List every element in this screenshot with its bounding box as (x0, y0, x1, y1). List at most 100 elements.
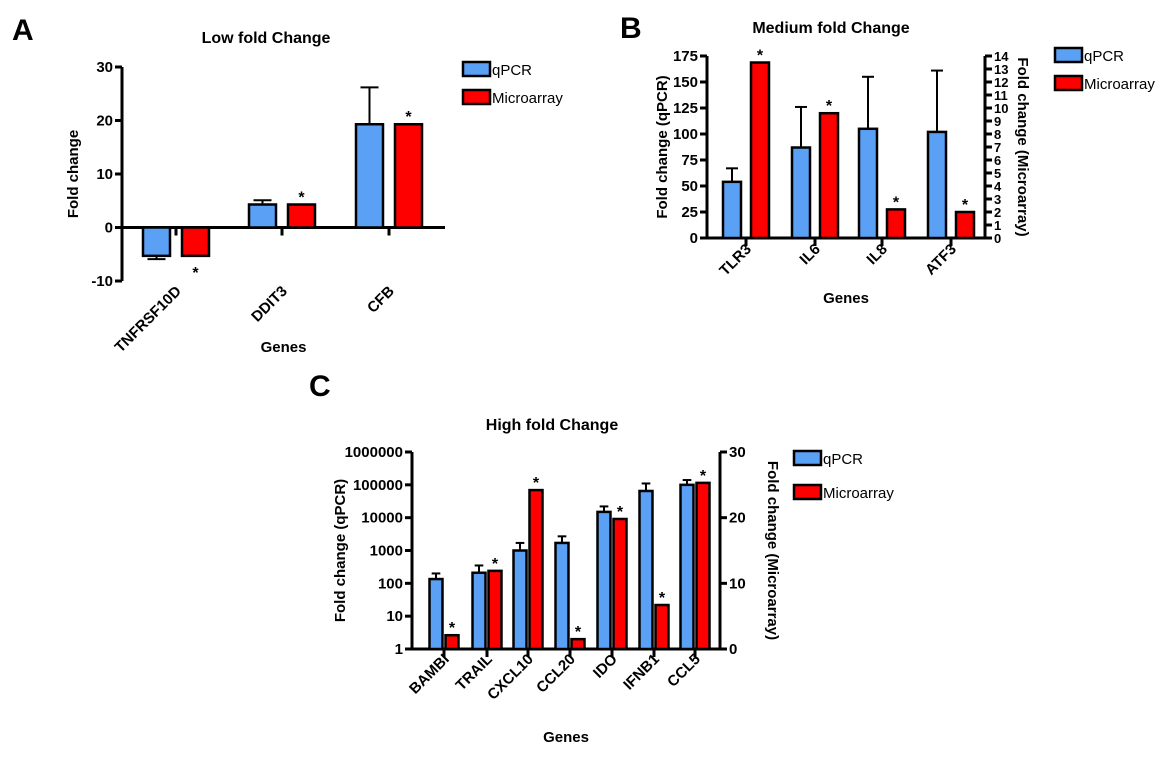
bar-qpcr-atf3 (926, 130, 948, 240)
y-tick-label: 0 (105, 220, 113, 237)
y-tick-label: 175 (673, 48, 698, 65)
bar-microarray-ifnb1 (654, 603, 670, 651)
category-label: TNFRSF10D (112, 283, 185, 356)
bar-microarray-ido (612, 517, 628, 651)
bar-microarray-tlr3 (749, 61, 771, 240)
y-tick-label-right: 30 (729, 444, 746, 461)
y-tick-label-right: 0 (729, 641, 737, 658)
y-tick-label: 100 (378, 575, 403, 592)
bar-microarray-tnfrsf10d (180, 226, 211, 258)
significance-star: * (405, 109, 412, 126)
bar-microarray-cxcl10 (528, 488, 544, 651)
x-axis-label: Genes (261, 339, 307, 356)
bar-qpcr-cxcl10 (512, 549, 528, 651)
y-tick-label: 10 (386, 608, 403, 625)
legend-swatch-qpcr (1053, 46, 1084, 64)
y-tick-label-right: 2 (994, 205, 1001, 220)
bar-qpcr-ccl20 (554, 541, 570, 651)
category-label: CCL20 (533, 651, 579, 697)
y-tick-label-right: 9 (994, 114, 1001, 129)
bar-microarray-ccl20 (570, 637, 586, 651)
significance-star: * (192, 265, 199, 282)
y-tick-label-right: 11 (994, 88, 1008, 103)
y-tick-label-right: 20 (729, 510, 746, 527)
x-axis-label: Genes (543, 729, 589, 746)
y-tick-label: 30 (96, 59, 113, 76)
category-label: IFNB1 (620, 651, 663, 694)
y-tick-label-right: 12 (994, 75, 1008, 90)
bar-qpcr-cfb (354, 122, 385, 229)
panel-b: B Medium fold Change025507510012515017501… (620, 12, 1155, 307)
category-label: DDIT3 (248, 283, 291, 326)
significance-star: * (533, 475, 540, 492)
y-axis-label-right: Fold change (Microarray) (764, 461, 781, 640)
category-label: IL8 (863, 241, 890, 268)
category-label: IDO (590, 651, 621, 682)
y-axis-label-right: Fold change (Microarray) (1014, 57, 1031, 236)
y-tick-label-right: 1 (994, 218, 1001, 233)
bar-microarray-ccl5 (695, 481, 711, 651)
bar-qpcr-il8 (857, 127, 879, 240)
y-tick-label-right: 6 (994, 153, 1001, 168)
legend-swatch-microarray (1053, 74, 1084, 92)
significance-star: * (893, 194, 900, 211)
legend-swatch-qpcr (461, 60, 492, 78)
bar-qpcr-ifnb1 (638, 489, 654, 651)
y-tick-label-right: 0 (994, 231, 1001, 246)
bar-microarray-ddit3 (286, 203, 317, 229)
bar-qpcr-ddit3 (247, 203, 278, 229)
y-tick-label: 75 (681, 152, 698, 169)
bar-qpcr-tlr3 (721, 180, 743, 240)
bar-microarray-trail (487, 569, 503, 651)
legend-label-qpcr: qPCR (1084, 48, 1124, 65)
y-tick-label-right: 3 (994, 192, 1001, 207)
legend-label-microarray: Microarray (492, 90, 563, 107)
y-tick-label: 50 (681, 178, 698, 195)
bar-qpcr-bambi (428, 577, 444, 651)
y-axis-label: Fold change (qPCR) (654, 75, 671, 218)
y-tick-label: 0 (690, 230, 698, 247)
y-tick-label: 1000 (370, 543, 403, 560)
y-tick-label: 20 (96, 113, 113, 130)
y-tick-label-right: 5 (994, 166, 1001, 181)
panel-a: A Low fold Change -10 0 10 20 30 Fold change Gen… (12, 14, 563, 356)
significance-star: * (826, 98, 833, 115)
category-label: CFB (364, 283, 398, 317)
significance-star: * (962, 197, 969, 214)
category-label: CCL5 (664, 651, 704, 691)
y-tick-label: 100 (673, 126, 698, 143)
y-tick-label-right: 14 (994, 49, 1009, 64)
bar-microarray-cfb (393, 122, 424, 229)
legend-label-qpcr: qPCR (823, 451, 863, 468)
y-tick-label-right: 13 (994, 62, 1008, 77)
significance-star: * (575, 624, 582, 641)
legend-label-qpcr: qPCR (492, 62, 532, 79)
bar-microarray-il6 (818, 111, 840, 240)
y-tick-label-right: 7 (994, 140, 1001, 155)
bar-qpcr-il6 (790, 146, 812, 240)
bar-qpcr-trail (471, 571, 487, 651)
legend-swatch-microarray (461, 88, 492, 106)
bar-qpcr-ido (596, 510, 612, 651)
y-axis-label: Fold change (qPCR) (332, 479, 349, 622)
y-tick-label: -10 (91, 273, 113, 290)
legend-swatch-microarray (792, 483, 823, 501)
y-tick-label-right: 4 (994, 179, 1002, 194)
significance-star: * (298, 189, 305, 206)
bar-qpcr-tnfrsf10d (141, 226, 172, 258)
chart-title: Medium fold Change (752, 20, 909, 37)
category-label: CXCL10 (484, 651, 537, 704)
y-tick-label-right: 8 (994, 127, 1001, 142)
y-tick-label: 100000 (353, 477, 403, 494)
panel-letter: B (620, 12, 642, 45)
legend-label-microarray: Microarray (1084, 76, 1155, 93)
bar-microarray-atf3 (954, 210, 976, 240)
panel-letter: A (12, 14, 34, 47)
y-tick-label: 10000 (361, 510, 403, 527)
category-label: ATF3 (922, 241, 960, 279)
bar-microarray-il8 (885, 208, 907, 240)
y-tick-label-right: 10 (994, 101, 1008, 116)
y-tick-label: 1 (395, 641, 403, 658)
